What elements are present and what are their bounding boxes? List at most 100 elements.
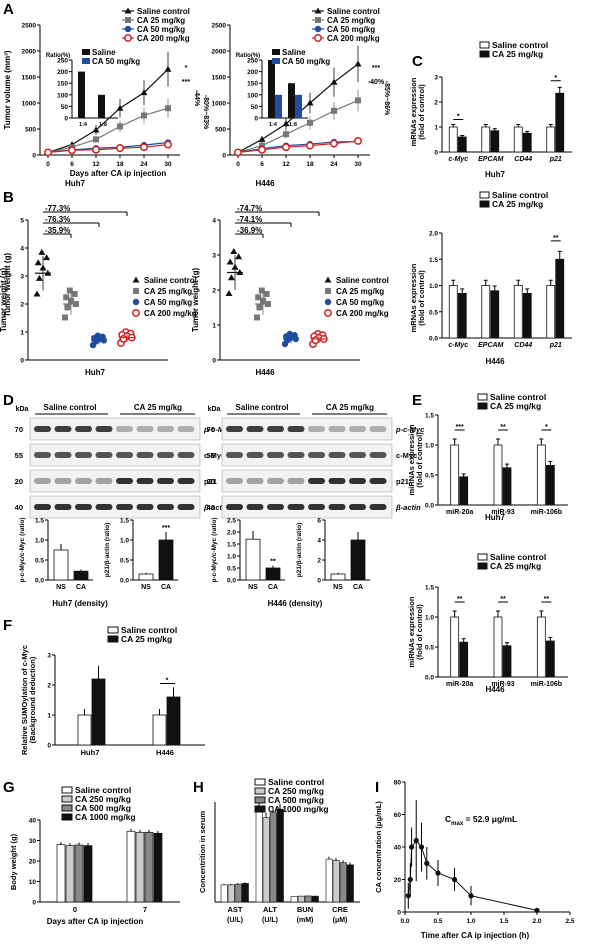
panel-a-0-ytick-label: 500 [25, 127, 36, 134]
panel-h-xlabel: CRE [332, 905, 348, 914]
panel-d-band [54, 452, 72, 458]
panel-d-band [308, 504, 325, 510]
panel-d-xlabel: NS [333, 584, 343, 591]
panel-h-legend-swatch [254, 787, 266, 795]
panel-d-0-0-ytick-label: 0.5 [35, 558, 44, 565]
panel-label-b: B [3, 189, 14, 206]
panel-d-band [369, 478, 387, 484]
panel-i-point [468, 893, 474, 899]
panel-e-legend-label: Saline control [490, 392, 546, 402]
panel-c-0-bar [555, 92, 565, 153]
panel-d-band-label: p-c-Myc [395, 425, 425, 434]
panel-b-ylabel: Tumor weight (g) [3, 253, 12, 318]
panel-d-bar [265, 567, 281, 581]
panel-d-group-ca: CA 25 mg/kg [134, 403, 182, 412]
panel-d-0-0-ytick-label: 1.0 [35, 538, 44, 545]
panel-b-point [227, 274, 235, 281]
panel-a-inset-xlabel: 1:4 [79, 122, 88, 128]
panel-a-series-line [237, 140, 359, 153]
panel-h-bar [220, 884, 228, 903]
panel-d-band [54, 478, 72, 484]
panel-d-blot-strip [29, 469, 201, 493]
panel-e-0-ytick-label: 0.0 [425, 503, 434, 510]
panel-d-band [267, 478, 284, 484]
panel-d-band [136, 478, 154, 484]
panel-c-0-ytick-label: 2 [434, 100, 438, 107]
panel-a-xtick-label: 30 [354, 161, 362, 168]
panel-d-bar [53, 549, 69, 581]
panel-g-bar [144, 831, 154, 903]
panel-d-0-1-ytick-label: 0.0 [120, 578, 129, 585]
panel-e-legend-swatch [477, 393, 488, 401]
panel-d-xlabel: CA [268, 584, 278, 591]
panel-c-ylabel-2: (fold of control) [417, 84, 426, 140]
panel-e-1-ytick-label: 0.0 [425, 675, 434, 682]
panel-i-point [418, 844, 425, 850]
panel-b-point [38, 248, 46, 255]
panel-a-point [282, 143, 290, 152]
panel-a-xtick-label: 12 [282, 161, 290, 168]
panel-label-f: F [3, 617, 12, 634]
panel-e-0-bar [536, 444, 546, 506]
panel-b-huh7-title: Huh7 [85, 368, 106, 377]
panel-c-0-bar [513, 126, 523, 153]
panel-c-1-bar [522, 292, 532, 339]
panel-d-band-label: c-Myc [204, 451, 225, 460]
panel-b-point [263, 290, 270, 297]
panel-i-point [534, 907, 540, 913]
panel-f-bar [152, 714, 167, 746]
panel-i-point [435, 870, 441, 876]
panel-a-0-ytick-label: 1000 [22, 101, 37, 108]
panel-a-point [140, 143, 148, 152]
panel-c-0-xlabel: CD44 [514, 156, 532, 163]
panel-d-blot-strip [221, 443, 393, 467]
panel-a-h446-title: H446 [255, 179, 275, 188]
panel-b-bracket-label: -35.9% [45, 226, 70, 235]
panel-d-band [328, 452, 346, 458]
panel-i-cmax-value: = 52.9 μg/mL [463, 814, 517, 824]
panel-g-legend-label: CA 500 mg/kg [75, 803, 131, 813]
panel-label-i: I [375, 779, 379, 796]
panel-a-0-ytick-label: 2000 [22, 49, 37, 56]
panel-i-xlabel: Time after CA ip injection (h) [421, 931, 530, 940]
panel-d-band [226, 504, 243, 510]
panel-d-sig: ** [270, 559, 276, 566]
panel-c-0-xlabel: p21 [549, 156, 562, 163]
panel-b-point [225, 290, 233, 296]
panel-a-legend-label: CA 50 mg/kg [327, 25, 375, 34]
panel-d-marker: 20 [15, 477, 23, 486]
panel-a-inset-1-ytick-label: 100 [247, 92, 258, 99]
panel-c-1-bar [546, 285, 556, 339]
panel-c-1-ytick-label: 0.0 [429, 336, 438, 343]
panel-d-band [328, 426, 346, 432]
panel-d-band [34, 452, 51, 458]
panel-g-ytick-label: 0 [32, 900, 36, 907]
panel-b-point [255, 294, 262, 301]
panel-a-point [354, 137, 362, 145]
panel-d-band [136, 452, 154, 458]
panel-b-0-ytick-label: 2 [20, 302, 24, 309]
panel-d-band-label: β-actin [395, 503, 421, 512]
panel-h-legend-label: CA 250 mg/kg [268, 786, 324, 796]
panel-e-1-xlabel: miR-106b [531, 681, 563, 688]
panel-d-band [157, 478, 174, 484]
panel-d-band [328, 504, 346, 510]
panel-h-unit: (U/L) [227, 917, 243, 924]
panel-c-sig-label: * [457, 114, 460, 121]
panel-c-0-ytick-label: 3 [434, 75, 438, 82]
panel-f-legend-label: CA 25 mg/kg [121, 634, 172, 644]
panel-b-legend-label: CA 25 mg/kg [144, 287, 192, 296]
panel-d-0-0-ytick-label: 0.0 [35, 578, 44, 585]
panel-d-bar [350, 539, 366, 581]
panel-a-point [234, 148, 242, 157]
panel-c-1-ytick-label: 1.0 [429, 283, 438, 290]
panel-d-band [116, 426, 133, 432]
panel-e-1-bar [459, 641, 469, 678]
panel-e-sig-label: * [545, 424, 548, 431]
panel-a-point [164, 140, 172, 149]
panel-d-xlabel: NS [56, 584, 66, 591]
panel-d-group-saline: Saline control [44, 403, 97, 412]
panel-a-inset-0-ytick-label: 0 [64, 116, 68, 123]
panel-h-bar [325, 858, 333, 903]
